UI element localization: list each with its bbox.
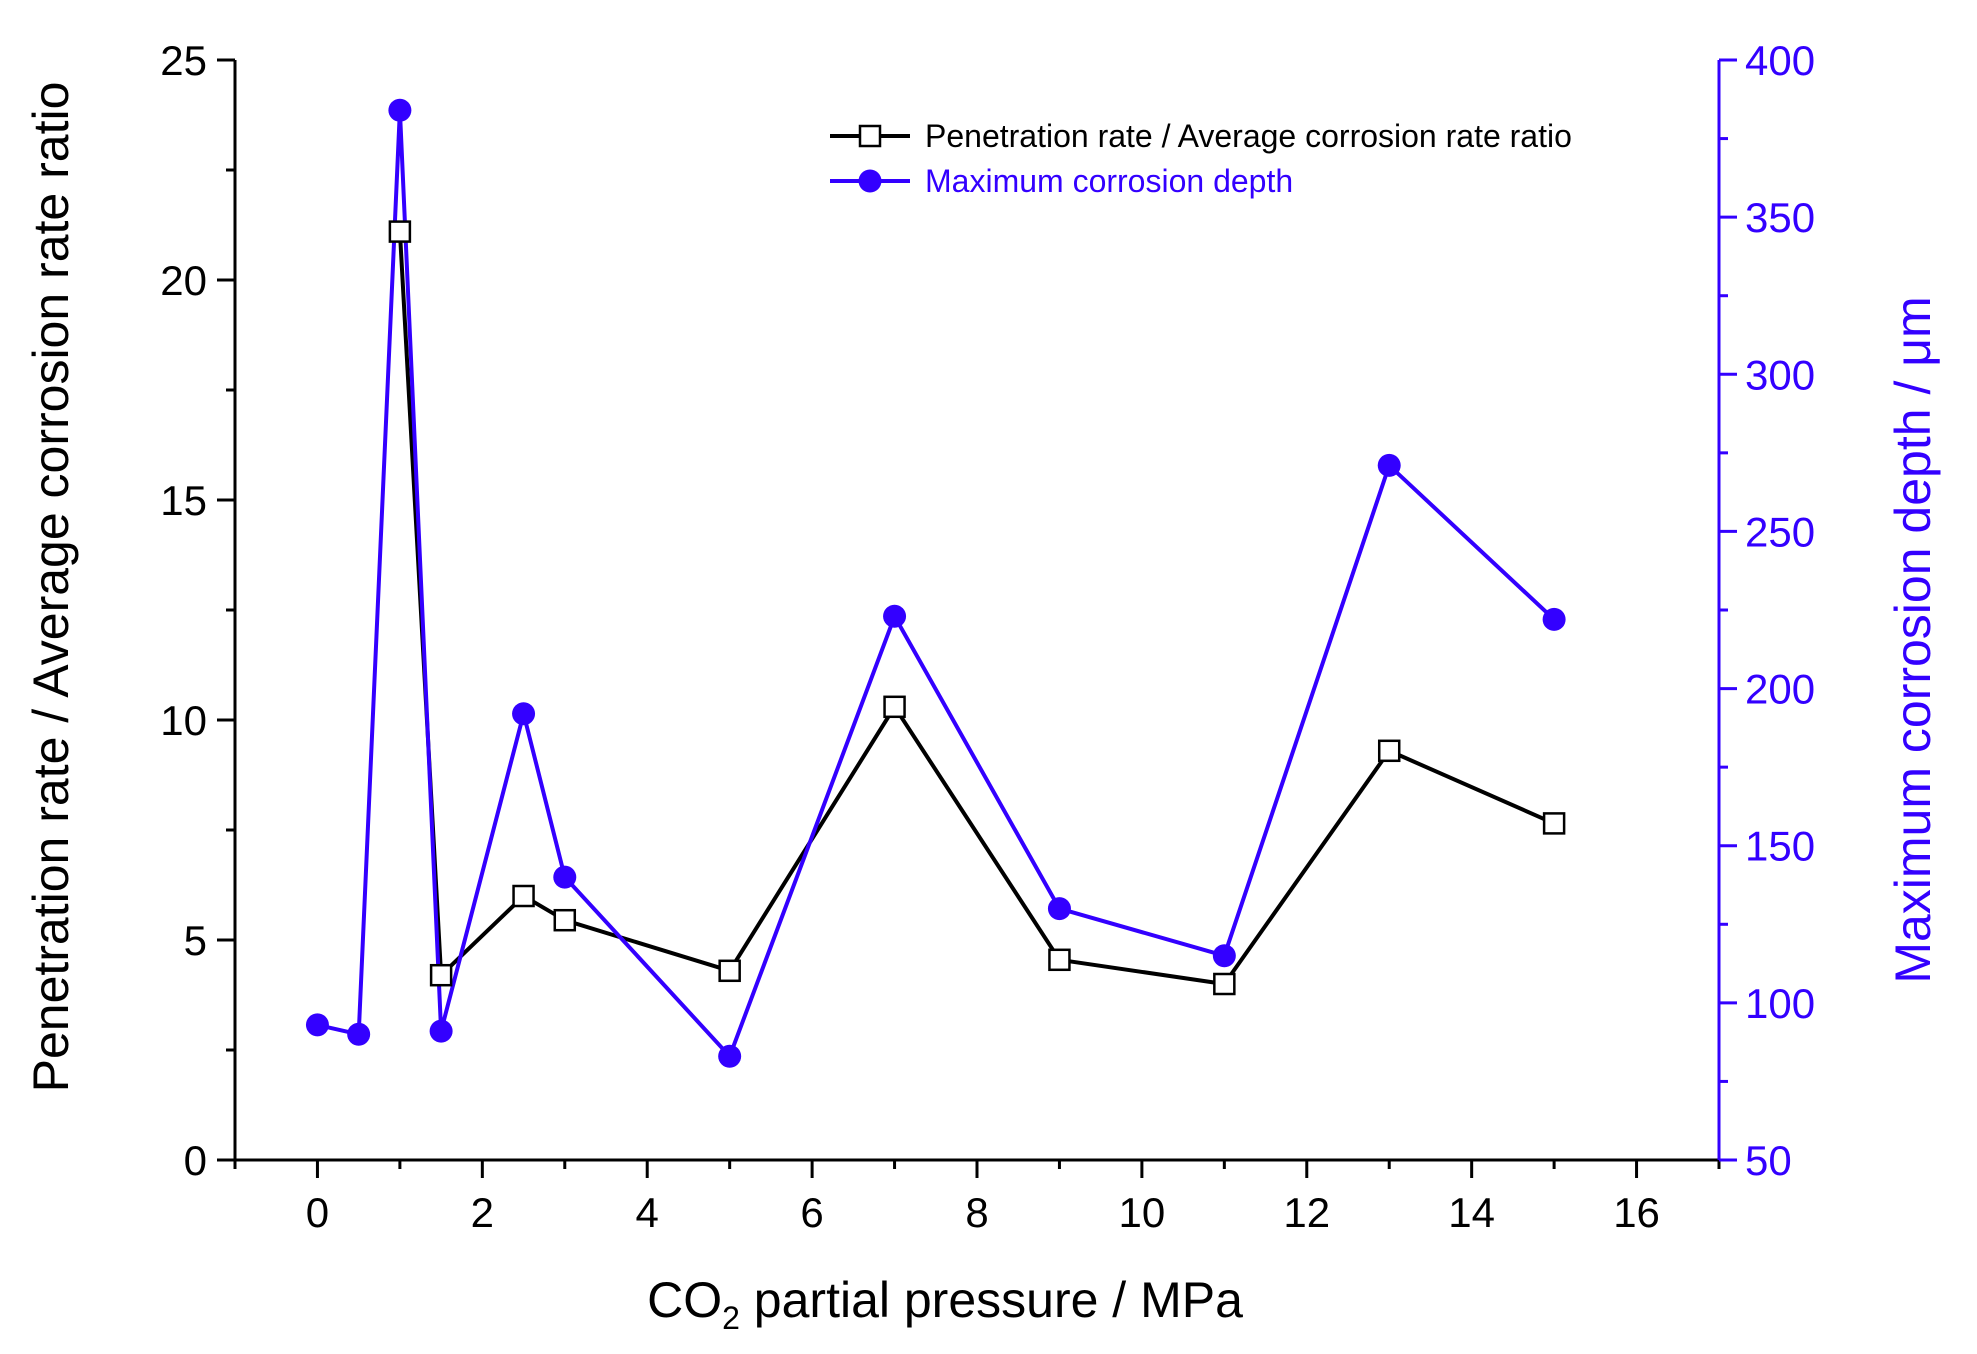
y-left-tick-label: 5	[184, 917, 207, 964]
depth-data-point	[1047, 897, 1071, 921]
x-tick-label: 8	[965, 1189, 988, 1236]
y-left-axis-label: Penetration rate / Average corrosion rat…	[23, 82, 79, 1093]
y-right-tick-label: 350	[1745, 194, 1815, 241]
legend-marker-circle	[858, 169, 882, 193]
x-tick-label: 6	[800, 1189, 823, 1236]
y-right-tick-label: 300	[1745, 351, 1815, 398]
ratio-data-point	[1377, 739, 1401, 763]
y-right-tick-label: 150	[1745, 823, 1815, 870]
y-left-tick-label: 25	[160, 37, 207, 84]
depth-data-point	[883, 604, 907, 628]
ratio-data-point	[718, 959, 741, 983]
x-tick-label: 16	[1613, 1189, 1660, 1236]
ratio-data-point	[512, 884, 535, 908]
x-axis-label-rest: partial pressure / MPa	[740, 1272, 1243, 1328]
x-tick-label: 10	[1119, 1189, 1166, 1236]
depth-data-point	[305, 1013, 329, 1037]
axes: 0 2 4 6 8 10 12 14 16 0 5 10 15 20 25 50 100 150 200 250 300…	[160, 37, 1815, 1236]
ratio-data-point	[1213, 972, 1236, 996]
x-tick-label: 12	[1283, 1189, 1330, 1236]
x-axis-label: CO2 partial pressure / MPa	[647, 1272, 1243, 1336]
y-left-tick-label: 10	[160, 697, 207, 744]
depth-data-point	[347, 1022, 371, 1046]
depth-data-point	[1542, 607, 1566, 631]
x-axis-label-main: CO	[647, 1272, 722, 1328]
x-tick-label: 0	[306, 1189, 329, 1236]
x-tick-label: 2	[471, 1189, 494, 1236]
depth-data-point	[1212, 944, 1236, 968]
y-right-tick-label: 50	[1745, 1137, 1792, 1184]
ratio-data-point	[1048, 948, 1071, 972]
ratio-data-point	[883, 695, 906, 719]
ratio-data-point	[553, 908, 577, 932]
legend: Penetration rate / Average corrosion rat…	[830, 118, 1572, 199]
legend-label: Penetration rate / Average corrosion rat…	[925, 118, 1572, 154]
y-right-tick-label: 400	[1745, 37, 1815, 84]
series-layer	[305, 98, 1566, 1068]
legend-marker-square	[858, 124, 882, 148]
ratio-data-point	[1542, 812, 1566, 835]
y-right-tick-label: 250	[1745, 508, 1815, 555]
x-axis-label-subscript: 2	[722, 1300, 740, 1336]
depth-data-point	[512, 702, 536, 726]
y-left-tick-label: 0	[184, 1137, 207, 1184]
legend-label: Maximum corrosion depth	[925, 163, 1293, 199]
depth-data-point	[718, 1044, 742, 1068]
depth-series-line	[316, 108, 1556, 1059]
y-left-tick-label: 20	[160, 257, 207, 304]
y-left-tick-label: 15	[160, 477, 207, 524]
depth-data-point	[553, 865, 577, 889]
ratio-data-point	[388, 220, 412, 243]
x-tick-label: 14	[1448, 1189, 1495, 1236]
x-tick-label: 4	[636, 1189, 659, 1236]
depth-data-point	[1377, 453, 1401, 477]
y-right-axis-label: Maximum corrosion depth / μm	[1885, 296, 1941, 983]
ratio-data-point	[429, 963, 453, 987]
y-right-tick-label: 200	[1745, 666, 1815, 713]
depth-data-point	[388, 98, 412, 122]
y-right-tick-label: 100	[1745, 980, 1815, 1027]
depth-data-point	[429, 1019, 453, 1043]
